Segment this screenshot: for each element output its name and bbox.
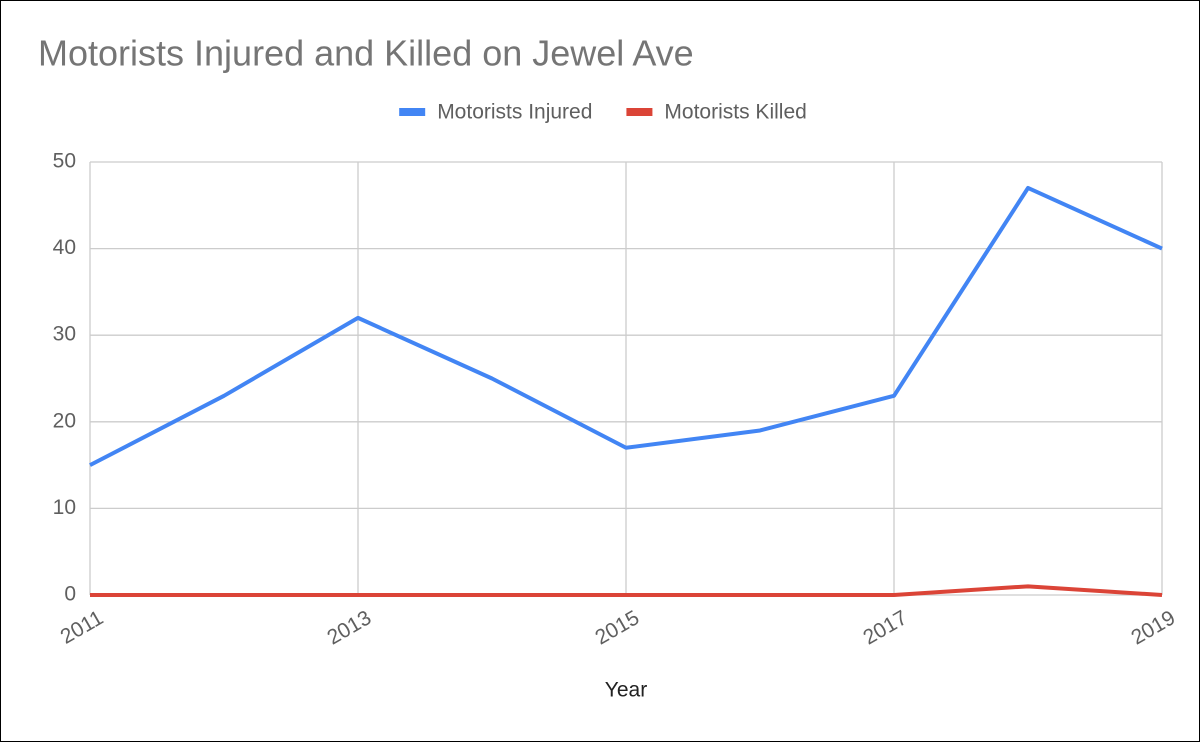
legend-label: Motorists Injured	[437, 101, 592, 124]
chart-title: Motorists Injured and Killed on Jewel Av…	[38, 33, 694, 74]
plot	[89, 185, 1163, 597]
legend-swatch	[626, 108, 653, 116]
y-tick-label: 0	[64, 583, 76, 606]
legend-swatch	[399, 108, 426, 116]
legend: Motorists Injured Motorists Killed	[399, 101, 807, 124]
x-axis-label: Year	[605, 679, 647, 702]
y-tick-label: 40	[53, 236, 76, 259]
y-tick-label: 30	[53, 323, 76, 346]
legend-label: Motorists Killed	[664, 101, 806, 124]
series-line	[89, 185, 1163, 467]
series-line	[90, 584, 1163, 597]
y-tick-label: 20	[53, 409, 76, 432]
y-tick-label: 10	[53, 496, 76, 519]
y-tick-label: 50	[53, 150, 76, 173]
